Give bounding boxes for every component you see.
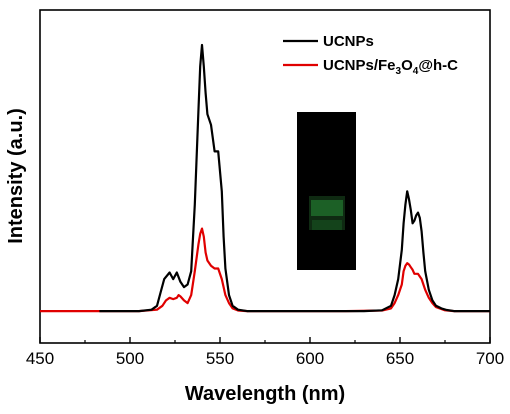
inset-vial-photo <box>297 112 356 270</box>
x-tick-label-600: 600 <box>296 349 324 368</box>
legend: UCNPs UCNPs/Fe3O4@h-C <box>283 33 458 77</box>
legend-label-ucnps: UCNPs <box>323 33 374 50</box>
x-tick-label-650: 650 <box>386 349 414 368</box>
series-line-ucnps-fe3o4-h-c <box>40 227 490 313</box>
x-tick-label-700: 700 <box>476 349 504 368</box>
x-tick-label-500: 500 <box>116 349 144 368</box>
lines-layer <box>40 43 490 313</box>
x-axis-title: Wavelength (nm) <box>185 383 345 405</box>
legend-label-ucnps-fe3o4: UCNPs/Fe3O4@h-C <box>323 57 458 77</box>
y-axis-title: Intensity (a.u.) <box>5 108 27 244</box>
x-tick-label-550: 550 <box>206 349 234 368</box>
ticks-layer: 450 500 550 600 650 700 <box>26 337 504 368</box>
series-line-ucnps <box>99 43 490 313</box>
x-tick-label-450: 450 <box>26 349 54 368</box>
